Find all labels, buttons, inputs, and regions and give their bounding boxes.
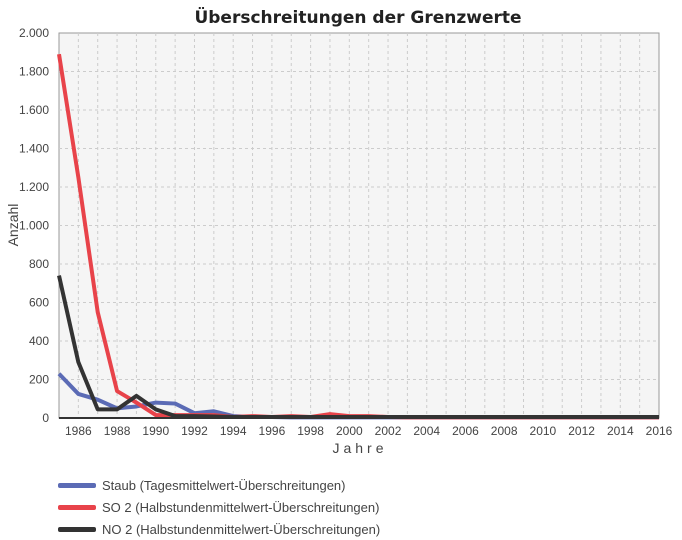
legend-swatch: [58, 504, 96, 510]
x-tick-label: 2004: [413, 424, 440, 438]
legend-label: NO 2 (Halbstundenmittelwert-Überschreitu…: [102, 521, 381, 537]
x-tick-label: 2014: [607, 424, 634, 438]
legend-item-staub[interactable]: Staub (Tagesmittelwert-Überschreitungen): [58, 474, 380, 496]
y-tick-label: 0: [42, 411, 49, 425]
x-tick-label: 2016: [646, 424, 673, 438]
x-tick-label: 2012: [568, 424, 595, 438]
x-tick-label: 1986: [65, 424, 92, 438]
x-tick-label: 1994: [220, 424, 247, 438]
legend-label: Staub (Tagesmittelwert-Überschreitungen): [102, 477, 346, 493]
x-tick-label: 2002: [375, 424, 402, 438]
y-tick-label: 2.000: [19, 26, 49, 40]
x-tick-label: 1996: [259, 424, 286, 438]
y-tick-label: 800: [29, 257, 49, 271]
line-chart: Überschreitungen der Grenzwerte 0 200 400 6…: [5, 6, 673, 456]
y-tick-label: 200: [29, 373, 49, 387]
legend-swatch: [58, 526, 96, 532]
x-tick-label: 1998: [297, 424, 324, 438]
x-axis-label: Jahre: [332, 440, 387, 456]
y-tick-label: 1.800: [19, 65, 49, 79]
x-tick-label: 2008: [491, 424, 518, 438]
y-tick-label: 1.400: [19, 142, 49, 156]
x-tick-label: 1990: [142, 424, 169, 438]
y-tick-label: 1.000: [19, 219, 49, 233]
y-tick-label: 600: [29, 296, 49, 310]
x-tick-label: 2000: [336, 424, 363, 438]
y-tick-label: 400: [29, 334, 49, 348]
chart-title: Überschreitungen der Grenzwerte: [194, 6, 521, 28]
y-axis-label: Anzahl: [5, 204, 21, 247]
x-tick-label: 2010: [530, 424, 557, 438]
legend: Staub (Tagesmittelwert-Überschreitungen)…: [58, 474, 380, 540]
x-tick-label: 1992: [181, 424, 208, 438]
x-tick-label: 1988: [104, 424, 131, 438]
y-tick-label: 1.600: [19, 103, 49, 117]
legend-item-so2[interactable]: SO 2 (Halbstundenmittelwert-Überschreitu…: [58, 496, 380, 518]
legend-label: SO 2 (Halbstundenmittelwert-Überschreitu…: [102, 499, 380, 515]
y-tick-label: 1.200: [19, 180, 49, 194]
x-tick-label: 2006: [452, 424, 479, 438]
legend-item-no2[interactable]: NO 2 (Halbstundenmittelwert-Überschreitu…: [58, 518, 380, 540]
legend-swatch: [58, 482, 96, 488]
